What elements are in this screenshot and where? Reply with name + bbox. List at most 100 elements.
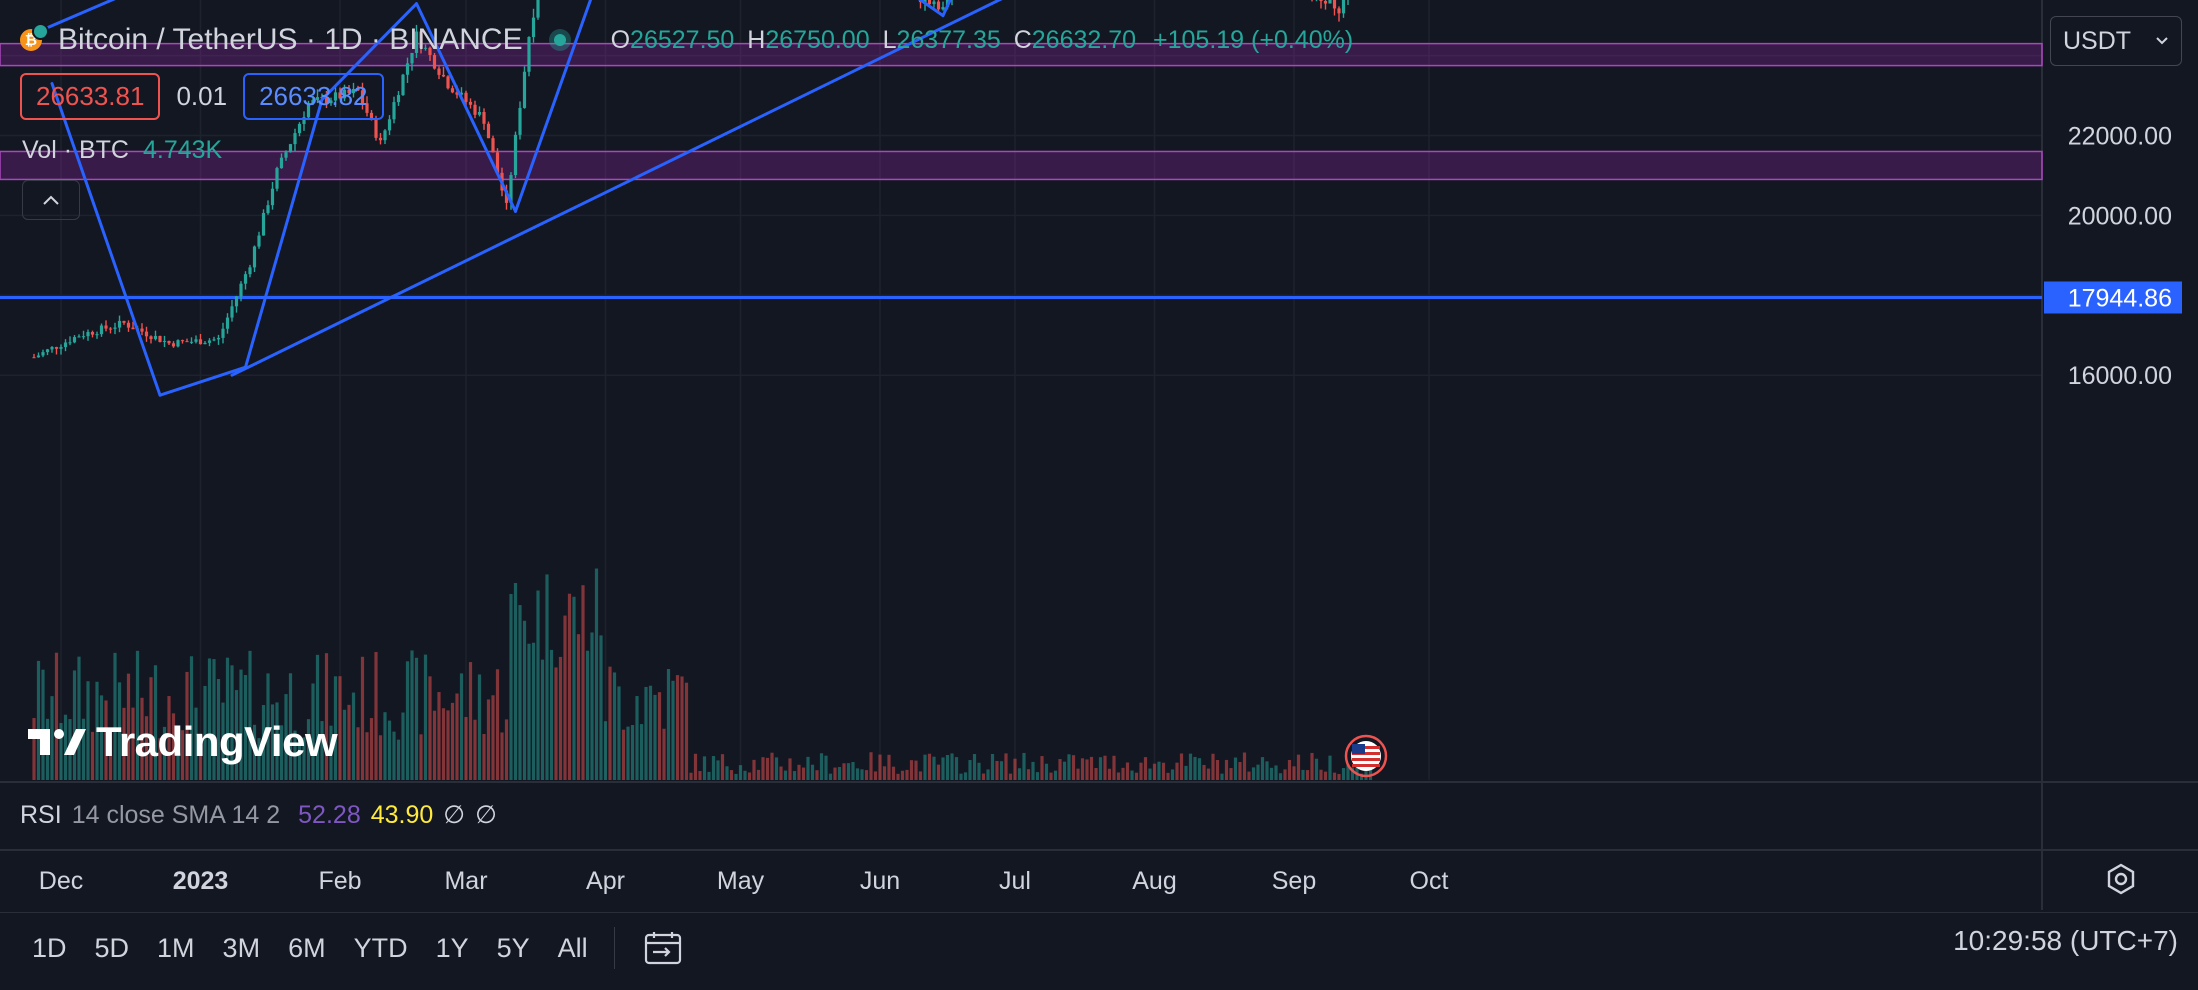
range-ytd-button[interactable]: YTD xyxy=(353,932,408,963)
candle-body xyxy=(927,0,932,5)
volume-bar xyxy=(950,753,954,780)
volume-bar xyxy=(1130,770,1134,780)
candle-body xyxy=(113,327,117,329)
candle-body xyxy=(90,332,95,335)
candle-body xyxy=(248,267,252,275)
volume-bar xyxy=(959,773,963,780)
candle-body xyxy=(315,97,320,100)
candle-body xyxy=(122,320,126,323)
volume-bar xyxy=(104,700,108,780)
candle-body xyxy=(486,123,491,139)
currency-select[interactable]: USDT xyxy=(2050,16,2182,66)
volume-bar xyxy=(518,605,522,780)
candle-body xyxy=(99,325,104,335)
close-value: 26632.70 xyxy=(1031,25,1137,54)
candle-body xyxy=(63,342,68,348)
time-tick-label: Oct xyxy=(1410,867,1449,895)
candle-body xyxy=(234,296,239,307)
volume-bar xyxy=(279,725,284,780)
rsi-sma-value: 43.90 xyxy=(370,800,434,829)
volume-bar xyxy=(1323,771,1328,780)
clock[interactable]: 10:29:58 (UTC+7) xyxy=(1953,925,2178,956)
chevron-down-icon xyxy=(2156,37,2168,45)
volume-bar xyxy=(1206,768,1211,780)
range-1d-button[interactable]: 1D xyxy=(32,932,67,963)
range-all-button[interactable]: All xyxy=(557,932,588,963)
volume-bar xyxy=(338,676,342,780)
buy-button[interactable]: 26633.82 xyxy=(243,73,384,120)
volume-bar xyxy=(1049,772,1053,780)
volume-bar xyxy=(792,771,797,780)
volume-bar xyxy=(941,757,945,780)
volume-bar xyxy=(324,653,329,780)
volume-bar xyxy=(1224,759,1229,780)
volume-bar xyxy=(1305,770,1310,780)
range-5d-button[interactable]: 5D xyxy=(94,932,130,963)
toolbar-divider xyxy=(613,927,615,969)
candle-body xyxy=(468,101,473,105)
candle-body xyxy=(126,322,131,328)
volume-bar xyxy=(1283,769,1287,780)
volume-bar xyxy=(986,769,990,780)
volume-bar xyxy=(1215,759,1220,780)
volume-bar xyxy=(203,685,207,780)
candle-body xyxy=(59,347,63,349)
flag-stripe xyxy=(1352,764,1380,767)
volume-bar xyxy=(1197,758,1202,780)
volume-bar xyxy=(252,724,257,780)
volume-bar xyxy=(230,665,234,780)
rsi-null-1: ∅ xyxy=(443,801,466,829)
volume-bar xyxy=(918,771,923,780)
volume-bar xyxy=(1341,768,1346,780)
sell-button[interactable]: 26633.81 xyxy=(20,73,161,120)
volume-bar xyxy=(387,720,392,780)
volume-bar xyxy=(450,702,455,780)
range-5y-button[interactable]: 5Y xyxy=(496,932,530,963)
volume-bar xyxy=(473,719,477,780)
date-range-icon[interactable] xyxy=(643,930,683,966)
flag-canton xyxy=(1352,744,1365,754)
range-6m-button[interactable]: 6M xyxy=(288,932,326,963)
range-1m-button[interactable]: 1M xyxy=(157,932,195,963)
symbol-title[interactable]: Bitcoin / TetherUS · 1D · BINANCE xyxy=(58,23,523,56)
volume-bar xyxy=(459,673,464,780)
volume-bar xyxy=(1278,773,1283,780)
volume-bar xyxy=(900,770,905,780)
bitcoin-icon: ₿ xyxy=(20,23,49,51)
volume-bar xyxy=(1346,764,1350,780)
volume-bar xyxy=(653,694,657,780)
volume-bar xyxy=(306,719,311,780)
trendline-drawings xyxy=(46,0,1003,397)
volume-bar xyxy=(1166,772,1170,780)
volume-bar xyxy=(410,650,414,780)
volume-bar xyxy=(756,769,761,780)
volume-bar xyxy=(1287,759,1292,780)
volume-bar xyxy=(954,757,959,780)
volume-bar xyxy=(617,686,621,780)
volume-bar xyxy=(90,731,95,780)
volume-bar xyxy=(995,760,999,780)
trendline xyxy=(514,0,593,213)
volume-bar xyxy=(437,692,441,780)
volume-bar xyxy=(621,729,626,780)
rsi-params: 14 close SMA 14 2 xyxy=(71,800,281,829)
candle-body xyxy=(275,168,279,189)
collapse-legend-button[interactable] xyxy=(22,180,80,220)
volume-bar xyxy=(1112,755,1116,780)
volume-bar xyxy=(1053,770,1058,780)
candle-body xyxy=(140,328,144,332)
volume-bar xyxy=(999,761,1004,780)
volume-bar xyxy=(1188,753,1193,780)
volume-bar xyxy=(599,635,603,780)
range-3m-button[interactable]: 3M xyxy=(222,932,261,963)
candle-body xyxy=(54,347,59,349)
volume-bar xyxy=(702,756,707,780)
range-1y-button[interactable]: 1Y xyxy=(435,932,469,963)
gear-icon[interactable] xyxy=(2104,862,2138,896)
volume-bar xyxy=(131,707,135,780)
low-value: 26377.35 xyxy=(896,25,1001,54)
candle-body xyxy=(149,336,153,340)
candle-body xyxy=(428,47,432,56)
candle-body xyxy=(477,112,482,115)
